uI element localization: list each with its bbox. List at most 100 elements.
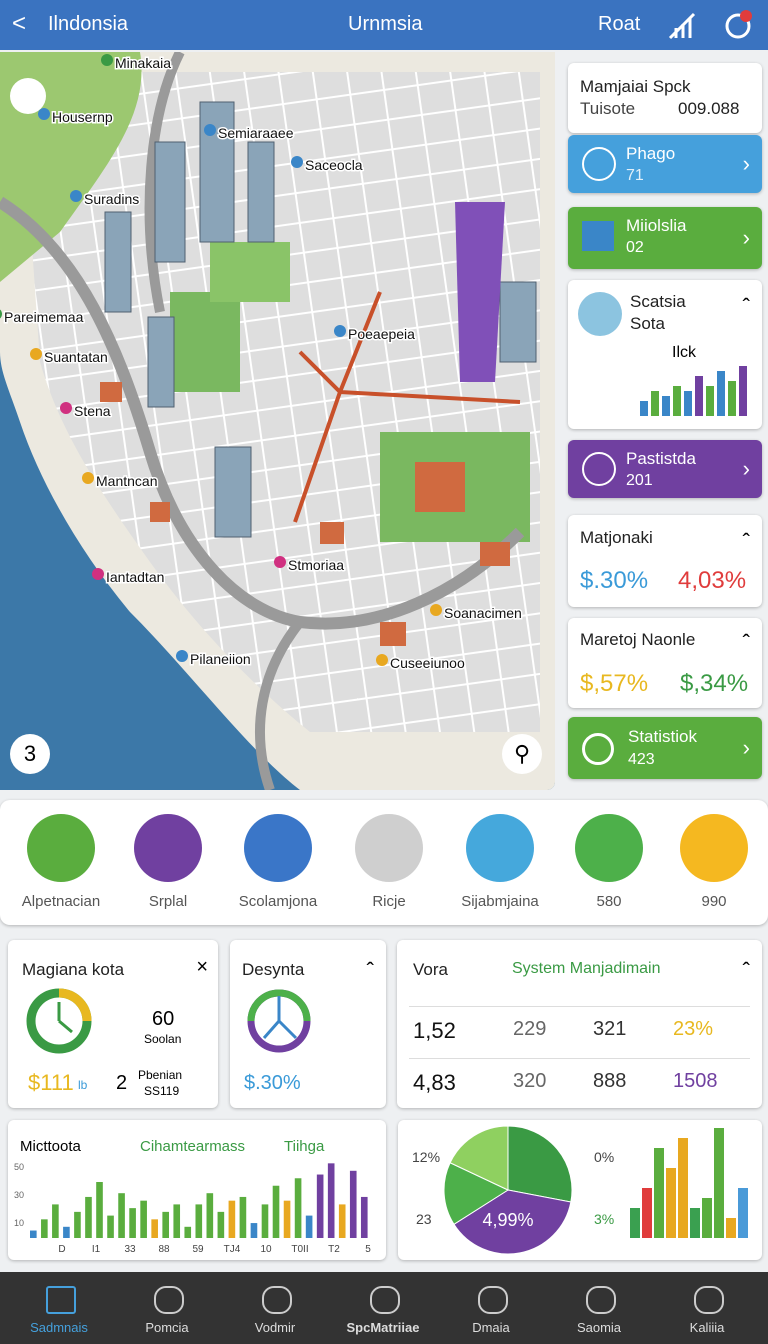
nav-label[interactable]: SpcMatriiae xyxy=(346,1320,420,1335)
icon-button[interactable] xyxy=(575,814,643,882)
pie-slice xyxy=(449,1125,509,1191)
card-title: Desynta xyxy=(242,960,305,979)
bar xyxy=(195,1204,203,1238)
count-sub: SS119 xyxy=(144,1084,180,1098)
miiolslia-card[interactable]: Miiolslia 02 › xyxy=(568,207,762,269)
icon-button[interactable] xyxy=(244,814,312,882)
legend: Tiihga xyxy=(284,1138,325,1155)
card-title: Vora xyxy=(413,960,448,979)
bar xyxy=(706,386,714,416)
map-pin xyxy=(70,190,82,202)
bar xyxy=(684,391,692,416)
bar xyxy=(651,391,659,416)
bar xyxy=(107,1215,114,1238)
bar xyxy=(360,1196,368,1238)
icon-button[interactable] xyxy=(466,814,534,882)
card-title: Miiolslia xyxy=(626,216,687,235)
nav-icon[interactable] xyxy=(586,1286,616,1314)
nav-icon[interactable] xyxy=(478,1286,508,1314)
card-subtitle: System Manjadimain xyxy=(512,960,661,977)
nav-icon[interactable] xyxy=(262,1286,292,1314)
card-value: 02 xyxy=(626,239,644,256)
header-icons[interactable] xyxy=(668,10,758,42)
map-label: Poeaepeia xyxy=(348,326,415,342)
map-badge[interactable]: 3 xyxy=(10,734,50,774)
nav-icon[interactable] xyxy=(694,1286,724,1314)
nav-label[interactable]: Kaliiia xyxy=(689,1320,725,1335)
nav-label[interactable]: Sadmnais xyxy=(30,1320,88,1335)
map-search[interactable]: ⚲ xyxy=(502,734,542,774)
nav-label[interactable]: Dmaia xyxy=(472,1320,510,1335)
icon-button[interactable] xyxy=(680,814,748,882)
nav-icon[interactable] xyxy=(46,1286,76,1314)
map-label: Soanacimen xyxy=(444,605,522,621)
map[interactable]: Minakaia Housernp Semiaraaee Saceocla Suradi… xyxy=(0,52,555,790)
bar xyxy=(85,1196,92,1238)
title: Ilndonsia xyxy=(48,13,129,35)
matjonaki-card: Matjonaki ˆ $.30% 4,03% xyxy=(568,515,762,607)
map-label: Semiaraaee xyxy=(218,125,294,141)
bar xyxy=(662,396,670,416)
divider xyxy=(409,1058,750,1059)
stat-right: $,34% xyxy=(680,670,749,697)
map-pin xyxy=(0,309,2,319)
bar xyxy=(717,371,725,416)
summary-card: Mamjaiai Spck Tuisote 009.088 xyxy=(568,63,762,133)
pie-card: 4,99% 12% 23 0% 3% xyxy=(398,1120,762,1260)
map-label: Pareimemaa xyxy=(4,309,84,325)
bar xyxy=(151,1219,158,1238)
nav-label[interactable]: Vodmir xyxy=(254,1320,296,1335)
pastistda-card[interactable]: Pastistda 201 › xyxy=(568,440,762,498)
map-pin xyxy=(430,604,442,616)
map-label: Suradins xyxy=(84,191,139,207)
nav-icon[interactable] xyxy=(154,1286,184,1314)
amount: $111 xyxy=(28,1070,74,1095)
stat-left: $,57% xyxy=(580,670,649,697)
x-tick-label: T0II xyxy=(291,1244,308,1255)
chart-label: Ilck xyxy=(672,344,696,361)
bar xyxy=(654,1148,664,1238)
card-value: 423 xyxy=(628,751,655,768)
back[interactable]: < xyxy=(12,10,27,37)
bar xyxy=(283,1200,291,1238)
pie-chart: 4,99% 12% 23 0% 3% xyxy=(412,1125,748,1255)
bar xyxy=(338,1204,346,1238)
bar xyxy=(272,1185,280,1238)
nav-icon[interactable] xyxy=(370,1286,400,1314)
pie-label: 12% xyxy=(412,1149,440,1165)
action[interactable]: Roat xyxy=(598,13,641,35)
statistiok-card[interactable]: Statistiok 423 › xyxy=(568,717,762,779)
nav-label[interactable]: Pomcia xyxy=(145,1320,189,1335)
table-cell: 320 xyxy=(513,1070,547,1092)
nav-label[interactable]: Saomia xyxy=(576,1320,622,1335)
icon-label: 580 xyxy=(596,893,622,910)
map-pin xyxy=(38,108,50,120)
map-label: Mantncan xyxy=(96,473,157,489)
desynta-card: Desynta ˆ $.30% xyxy=(230,940,386,1108)
card-title: Matjonaki xyxy=(580,528,653,547)
map-pin xyxy=(274,556,286,568)
bar xyxy=(630,1208,640,1238)
map-label: Iantadtan xyxy=(106,569,164,585)
bar xyxy=(642,1188,652,1238)
map-pin xyxy=(101,54,113,66)
bottom-nav: Sadmnais Pomcia Vodmir SpcMatriiae Dmaia Saom… xyxy=(0,1272,768,1344)
map-back[interactable] xyxy=(10,78,46,114)
table-cell: 1508 xyxy=(673,1070,718,1092)
icon-button[interactable] xyxy=(27,814,95,882)
bar xyxy=(673,386,681,416)
icon-button[interactable] xyxy=(355,814,423,882)
bar xyxy=(162,1211,170,1238)
phago-card[interactable]: Phago 71 › xyxy=(568,135,762,193)
x-tick-label: 5 xyxy=(365,1244,371,1255)
icon-button[interactable] xyxy=(134,814,202,882)
card-title: Maretoj Naonle xyxy=(580,630,696,649)
bar xyxy=(702,1198,712,1238)
value: $.30% xyxy=(244,1072,301,1094)
icon-label: Sijabmjaina xyxy=(461,893,539,910)
mini-bar-chart xyxy=(640,366,747,416)
map-pin xyxy=(204,124,216,136)
bar xyxy=(52,1204,59,1238)
bar xyxy=(140,1200,147,1238)
